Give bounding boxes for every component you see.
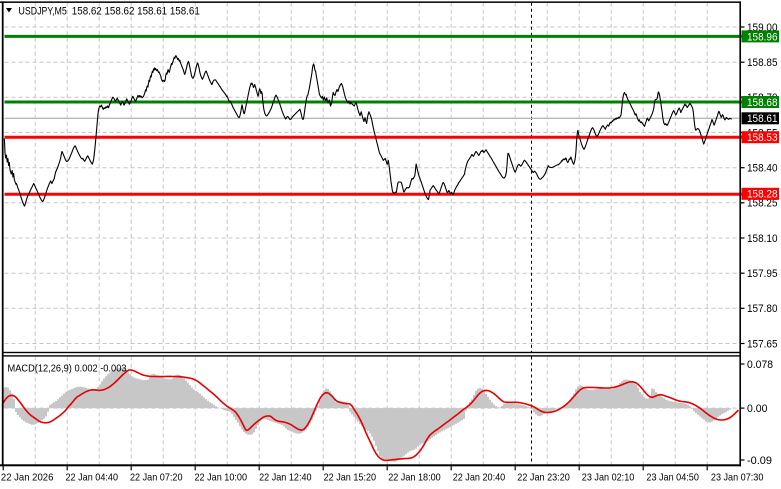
svg-text:158.96: 158.96: [747, 31, 778, 43]
svg-text:158.85: 158.85: [747, 57, 778, 69]
svg-text:158.28: 158.28: [747, 189, 778, 201]
svg-text:MACD(12,26,9) 0.002 -0.003: MACD(12,26,9) 0.002 -0.003: [8, 363, 127, 375]
svg-text:23 Jan 02:10: 23 Jan 02:10: [582, 472, 635, 484]
svg-text:22 Jan 04:40: 22 Jan 04:40: [66, 472, 119, 484]
svg-text:22 Jan 18:00: 22 Jan 18:00: [388, 472, 441, 484]
svg-text:158.61: 158.61: [747, 113, 778, 125]
svg-text:23 Jan 04:50: 23 Jan 04:50: [646, 472, 699, 484]
svg-text:-0.09: -0.09: [747, 455, 772, 467]
svg-text:USDJPY,M5: USDJPY,M5: [19, 5, 67, 17]
svg-text:22 Jan 23:20: 22 Jan 23:20: [517, 472, 570, 484]
svg-text:0.078: 0.078: [747, 359, 773, 371]
svg-text:158.10: 158.10: [747, 233, 778, 245]
svg-text:22 Jan 2026: 22 Jan 2026: [1, 472, 54, 484]
svg-text:0.00: 0.00: [747, 403, 768, 415]
svg-text:157.80: 157.80: [747, 303, 778, 315]
svg-text:158.40: 158.40: [747, 163, 778, 175]
svg-text:157.95: 157.95: [747, 268, 778, 280]
svg-text:22 Jan 10:00: 22 Jan 10:00: [195, 472, 248, 484]
svg-text:158.53: 158.53: [747, 132, 778, 144]
svg-text:158.25: 158.25: [747, 198, 778, 210]
svg-text:22 Jan 07:20: 22 Jan 07:20: [130, 472, 183, 484]
svg-text:158.62 158.62 158.61 158.61: 158.62 158.62 158.61 158.61: [72, 5, 200, 17]
svg-text:22 Jan 12:40: 22 Jan 12:40: [259, 472, 312, 484]
svg-text:23 Jan 07:30: 23 Jan 07:30: [711, 472, 764, 484]
svg-text:158.68: 158.68: [747, 97, 778, 109]
svg-text:157.65: 157.65: [747, 338, 778, 350]
svg-text:22 Jan 20:40: 22 Jan 20:40: [453, 472, 506, 484]
svg-text:22 Jan 15:20: 22 Jan 15:20: [324, 472, 377, 484]
